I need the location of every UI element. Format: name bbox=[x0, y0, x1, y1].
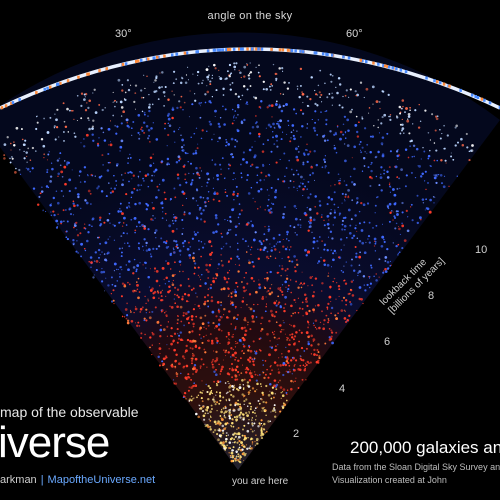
lookback-tick-6: 6 bbox=[384, 336, 391, 348]
sky-angle-arc bbox=[0, 47, 500, 110]
galaxy-points bbox=[3, 62, 474, 464]
angle-tick-60: 60° bbox=[346, 28, 363, 40]
data-source: Data from the Sloan Digital Sky Survey a… bbox=[332, 462, 500, 472]
lookback-tick-2: 2 bbox=[293, 428, 300, 440]
angle-tick-30: 30° bbox=[115, 28, 132, 40]
lookback-tick-4: 4 bbox=[339, 383, 346, 395]
headline-line2: iverse bbox=[0, 418, 110, 467]
headline-line1: map of the observable bbox=[0, 404, 139, 420]
wedge-background bbox=[0, 32, 500, 470]
arc-stripe bbox=[0, 47, 500, 110]
lookback-tick-8: 8 bbox=[428, 290, 435, 302]
lookback-tick-10: 10 bbox=[475, 244, 488, 256]
sky-angle-title: angle on the sky bbox=[207, 10, 293, 22]
site-link[interactable]: MapoftheUniverse.net bbox=[47, 474, 156, 486]
credit-author: arkman bbox=[0, 474, 37, 486]
visualization-credit: Visualization created at John bbox=[332, 475, 447, 485]
credit-separator: | bbox=[40, 474, 44, 486]
galaxy-count: 200,000 galaxies and bbox=[350, 438, 500, 457]
origin-label: you are here bbox=[232, 476, 289, 487]
credit-line: arkman | MapoftheUniverse.net bbox=[0, 474, 155, 486]
